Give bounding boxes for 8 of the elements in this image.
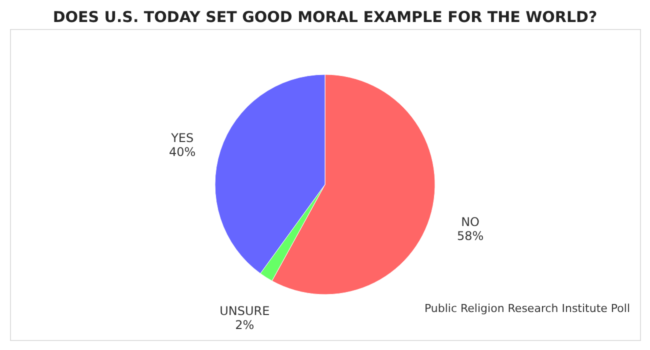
slice-label: UNSURE bbox=[220, 304, 270, 318]
text: Public Religion Research Institute Poll bbox=[424, 302, 630, 315]
data-label: 58% bbox=[456, 228, 484, 243]
data-label: 2% bbox=[235, 318, 254, 332]
chart-title: DOES U.S. TODAY SET GOOD MORAL EXAMPLE FOR THE WORLD? bbox=[52, 8, 598, 26]
slice-label: NO bbox=[461, 214, 480, 229]
data-label: 40% bbox=[169, 145, 196, 160]
slice-label: YES bbox=[170, 131, 194, 146]
